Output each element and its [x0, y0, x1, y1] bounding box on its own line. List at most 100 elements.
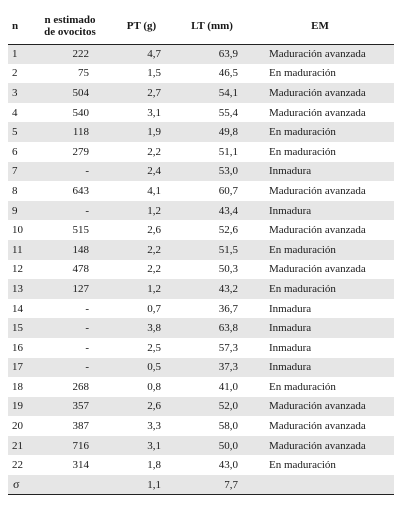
cell-ovocitos: -	[85, 322, 89, 335]
table-row: 3 504 2,7 54,1 Maduración avanzada	[8, 83, 394, 103]
cell-lt: 37,3	[218, 361, 238, 374]
cell-ovocitos: 148	[72, 243, 90, 256]
table-row: 18 268 0,8 41,0 En maduración	[8, 377, 394, 397]
table-row: 14 - 0,7 36,7 Inmadura	[8, 299, 394, 319]
cell-lt: 51,1	[218, 145, 238, 158]
cell-em: Maduración avanzada	[269, 400, 366, 413]
cell-n: 21	[12, 439, 23, 452]
cell-pt: 2,4	[147, 165, 161, 178]
cell-pt: 1,2	[147, 282, 161, 295]
cell-n: 3	[12, 86, 18, 99]
cell-lt: 49,8	[218, 126, 238, 139]
cell-em: Maduración avanzada	[269, 263, 366, 276]
cell-lt: 54,1	[218, 86, 238, 99]
cell-em: En maduración	[269, 459, 336, 472]
cell-ovocitos: -	[85, 341, 89, 354]
table-row: 1 222 4,7 63,9 Maduración avanzada	[8, 44, 394, 64]
cell-em: Inmadura	[269, 322, 312, 335]
cell-n: 14	[12, 302, 23, 315]
cell-lt: 60,7	[218, 184, 238, 197]
cell-em: Inmadura	[269, 361, 312, 374]
cell-pt: 3,8	[147, 322, 161, 335]
cell-em	[246, 475, 394, 495]
cell-em: Maduración avanzada	[269, 184, 366, 197]
cell-em: Inmadura	[269, 165, 312, 178]
oocyte-data-table: n n estimado de ovocitos PT (g) LT (mm) …	[8, 8, 394, 495]
cell-ovocitos: -	[85, 302, 89, 315]
cell-em: Inmadura	[269, 204, 312, 217]
cell-em: Maduración avanzada	[269, 224, 366, 237]
cell-em: Maduración avanzada	[269, 86, 366, 99]
header-em: EM	[311, 19, 329, 32]
cell-ovocitos	[35, 475, 105, 495]
table-body: 1 222 4,7 63,9 Maduración avanzada 2 75 1,5 46,5…	[8, 44, 394, 495]
cell-em: Inmadura	[269, 302, 312, 315]
header-ovocitos-line2: de ovocitos	[44, 25, 96, 38]
cell-lt: 58,0	[218, 420, 238, 433]
cell-pt: 3,1	[147, 106, 161, 119]
table-row: 19 357 2,6 52,0 Maduración avanzada	[8, 396, 394, 417]
cell-n: 10	[12, 224, 23, 237]
cell-ovocitos: 387	[72, 420, 90, 433]
cell-pt: 2,7	[147, 86, 161, 99]
header-lt: LT (mm)	[191, 19, 233, 32]
cell-pt: 2,6	[147, 224, 161, 237]
table-row: 20 387 3,3 58,0 Maduración avanzada	[8, 416, 394, 436]
cell-pt: 1,8	[147, 459, 161, 472]
cell-pt: 4,1	[147, 184, 161, 197]
table-row: 21 716 3,1 50,0 Maduración avanzada	[8, 435, 394, 456]
cell-n: σ	[13, 477, 20, 492]
cell-lt: 43,4	[218, 204, 238, 217]
cell-lt: 46,5	[218, 67, 238, 80]
cell-ovocitos: 127	[72, 282, 90, 295]
cell-pt: 0,7	[147, 302, 161, 315]
cell-ovocitos: 75	[78, 67, 89, 80]
table-row: 2 75 1,5 46,5 En maduración	[8, 64, 394, 84]
cell-n: 5	[12, 126, 18, 139]
cell-pt: 1,9	[147, 126, 161, 139]
cell-ovocitos: 268	[72, 380, 90, 393]
header-pt: PT (g)	[126, 19, 157, 32]
cell-lt: 41,0	[218, 380, 238, 393]
cell-em: Maduración avanzada	[269, 420, 366, 433]
table-row: 10 515 2,6 52,6 Maduración avanzada	[8, 220, 394, 240]
cell-ovocitos: 357	[72, 400, 90, 413]
cell-ovocitos: 515	[72, 224, 90, 237]
header-ovocitos-line1: n estimado	[44, 13, 96, 26]
cell-n: 15	[12, 322, 23, 335]
cell-em: Inmadura	[269, 341, 312, 354]
cell-lt: 63,8	[218, 322, 238, 335]
cell-lt: 36,7	[218, 302, 238, 315]
table-row: σ 1,1 7,7	[8, 475, 394, 495]
cell-em: En maduración	[269, 243, 336, 256]
cell-lt: 63,9	[218, 48, 238, 61]
cell-pt: 1,1	[147, 478, 161, 491]
header-n: n	[12, 19, 19, 32]
cell-pt: 2,6	[147, 400, 161, 413]
cell-n: 4	[12, 106, 18, 119]
cell-ovocitos: 118	[72, 126, 89, 139]
table-row: 9 - 1,2 43,4 Inmadura	[8, 200, 394, 221]
table-row: 13 127 1,2 43,2 En maduración	[8, 279, 394, 299]
cell-pt: 4,7	[147, 48, 161, 61]
cell-pt: 0,5	[147, 361, 161, 374]
cell-em: En maduración	[269, 282, 336, 295]
cell-ovocitos: 540	[72, 106, 90, 119]
cell-ovocitos: 222	[72, 48, 90, 61]
cell-n: 19	[12, 400, 23, 413]
cell-pt: 1,2	[147, 204, 161, 217]
cell-ovocitos: -	[85, 361, 89, 374]
cell-n: 7	[12, 165, 18, 178]
table-header: n n estimado de ovocitos PT (g) LT (mm) …	[8, 8, 394, 44]
cell-pt: 2,2	[147, 263, 161, 276]
cell-lt: 7,7	[224, 478, 238, 491]
cell-lt: 52,6	[218, 224, 238, 237]
cell-pt: 1,5	[147, 67, 161, 80]
cell-pt: 3,3	[147, 420, 161, 433]
cell-lt: 50,3	[218, 263, 238, 276]
table-row: 12 478 2,2 50,3 Maduración avanzada	[8, 260, 394, 280]
cell-n: 9	[12, 204, 18, 217]
header-ovocitos: n estimado de ovocitos	[35, 8, 105, 44]
cell-lt: 51,5	[218, 243, 238, 256]
table-container: n n estimado de ovocitos PT (g) LT (mm) …	[8, 0, 394, 495]
